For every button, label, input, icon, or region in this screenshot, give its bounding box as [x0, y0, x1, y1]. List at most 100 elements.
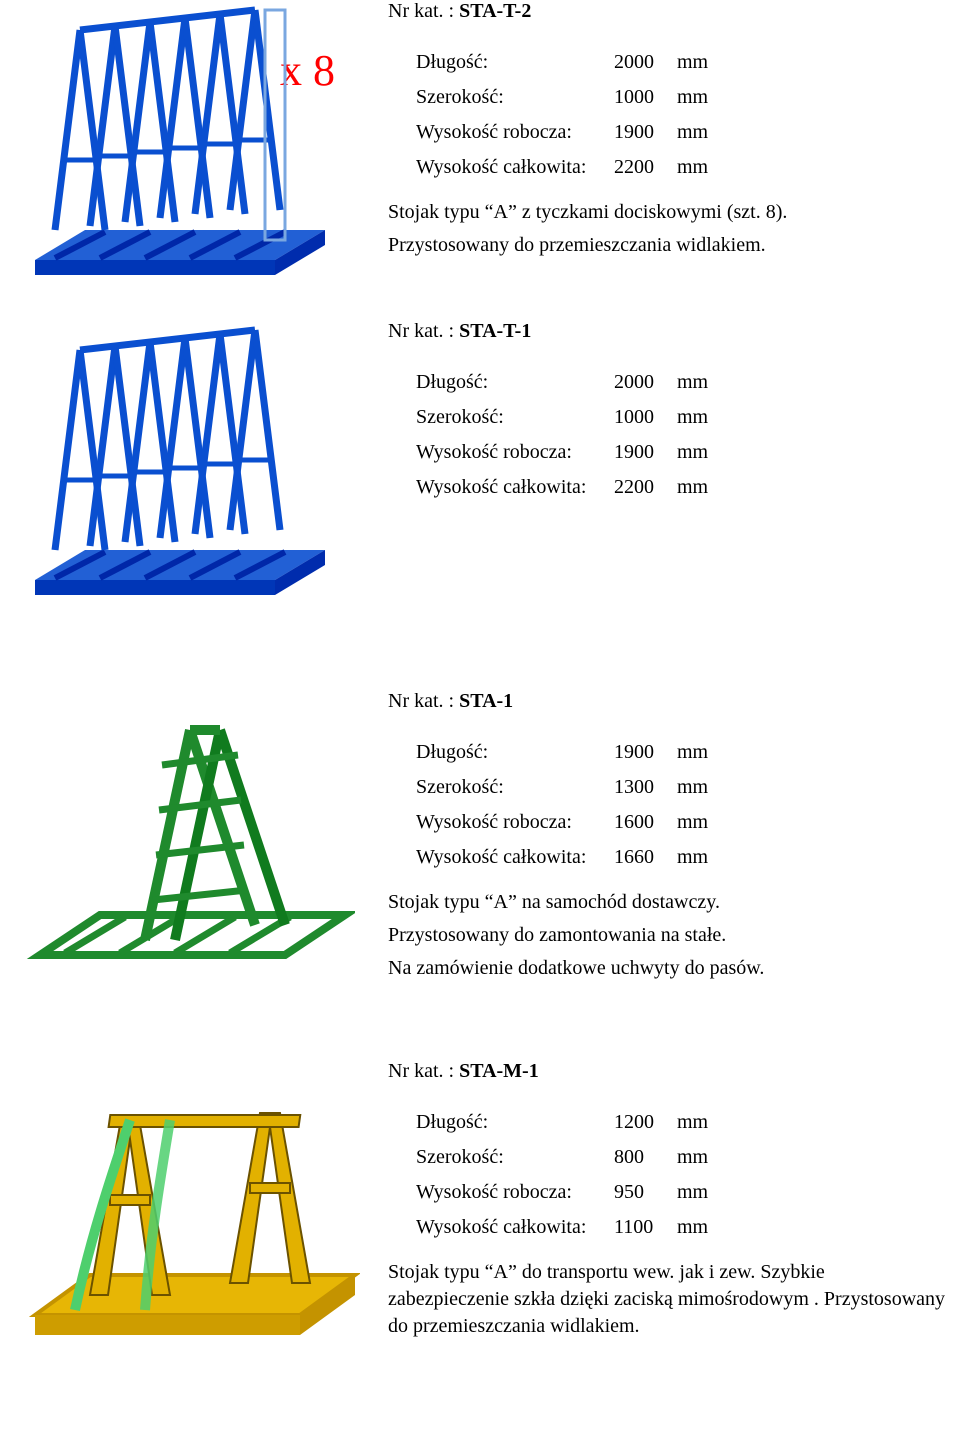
- product-description: Stojak typu “A” na samochód dostawczy. Pr…: [388, 889, 950, 982]
- spec-label: Szerokość:: [416, 80, 614, 115]
- spec-value: 1660: [614, 840, 677, 875]
- spec-label: Długość:: [416, 1105, 614, 1140]
- spec-value: 2200: [614, 150, 677, 185]
- spec-label: Wysokość całkowita:: [416, 840, 614, 875]
- specs-table: Długość: 2000 mm Szerokość: 1000 mm Wyso…: [416, 45, 725, 185]
- spec-unit: mm: [677, 150, 725, 185]
- spec-value: 2200: [614, 470, 677, 505]
- specs-table: Długość: 2000 mm Szerokość: 1000 mm Wyso…: [416, 365, 725, 505]
- spec-row: Długość: 2000 mm: [416, 365, 725, 400]
- spec-value: 1200: [614, 1105, 677, 1140]
- catalog-number: Nr kat. : STA-M-1: [388, 1060, 950, 1083]
- spec-row: Długość: 1200 mm: [416, 1105, 725, 1140]
- product-text: Nr kat. : STA-M-1 Długość: 1200 mm Szero…: [380, 1060, 960, 1346]
- spec-label: Szerokość:: [416, 1140, 614, 1175]
- spec-row: Długość: 2000 mm: [416, 45, 725, 80]
- product-image: x 8: [0, 0, 380, 300]
- spec-label: Wysokość całkowita:: [416, 470, 614, 505]
- catalog-number: Nr kat. : STA-T-2: [388, 0, 950, 23]
- spec-label: Szerokość:: [416, 400, 614, 435]
- spec-value: 1900: [614, 735, 677, 770]
- description-line: Przystosowany do zamontowania na stałe.: [388, 922, 950, 949]
- spec-row: Szerokość: 1000 mm: [416, 80, 725, 115]
- cat-code: STA-T-2: [459, 0, 531, 22]
- cat-prefix: Nr kat. :: [388, 690, 459, 712]
- spec-value: 1900: [614, 435, 677, 470]
- spec-row: Wysokość całkowita: 2200 mm: [416, 470, 725, 505]
- spec-label: Długość:: [416, 45, 614, 80]
- spec-value: 2000: [614, 45, 677, 80]
- description-line: Stojak typu “A” z tyczkami dociskowymi (…: [388, 199, 950, 226]
- product-text: Nr kat. : STA-1 Długość: 1900 mm Szeroko…: [380, 690, 960, 988]
- spec-label: Wysokość robocza:: [416, 115, 614, 150]
- product-description: Stojak typu “A” z tyczkami dociskowymi (…: [388, 199, 950, 259]
- spec-value: 1000: [614, 400, 677, 435]
- spec-value: 1100: [614, 1210, 677, 1245]
- spec-row: Wysokość całkowita: 1660 mm: [416, 840, 725, 875]
- cat-prefix: Nr kat. :: [388, 1060, 459, 1082]
- cat-prefix: Nr kat. :: [388, 320, 459, 342]
- spec-unit: mm: [677, 45, 725, 80]
- spec-label: Długość:: [416, 365, 614, 400]
- product-row: Nr kat. : STA-T-1 Długość: 2000 mm Szero…: [0, 320, 960, 690]
- spec-unit: mm: [677, 365, 725, 400]
- spec-unit: mm: [677, 115, 725, 150]
- spec-row: Wysokość całkowita: 1100 mm: [416, 1210, 725, 1245]
- spec-unit: mm: [677, 1140, 725, 1175]
- spec-unit: mm: [677, 80, 725, 115]
- description-line: Na zamówienie dodatkowe uchwyty do pasów…: [388, 955, 950, 982]
- specs-table: Długość: 1200 mm Szerokość: 800 mm Wysok…: [416, 1105, 725, 1245]
- spec-row: Wysokość robocza: 1600 mm: [416, 805, 725, 840]
- spec-row: Szerokość: 1000 mm: [416, 400, 725, 435]
- spec-label: Wysokość całkowita:: [416, 150, 614, 185]
- spec-label: Wysokość robocza:: [416, 435, 614, 470]
- spec-row: Wysokość całkowita: 2200 mm: [416, 150, 725, 185]
- spec-label: Wysokość robocza:: [416, 1175, 614, 1210]
- spec-row: Wysokość robocza: 950 mm: [416, 1175, 725, 1210]
- product-image: [0, 690, 380, 990]
- cat-code: STA-T-1: [459, 320, 531, 342]
- spec-value: 2000: [614, 365, 677, 400]
- spec-label: Długość:: [416, 735, 614, 770]
- spec-unit: mm: [677, 735, 725, 770]
- description-line: Przystosowany do przemieszczania widlaki…: [388, 232, 950, 259]
- cat-code: STA-M-1: [459, 1060, 539, 1082]
- spec-label: Wysokość robocza:: [416, 805, 614, 840]
- spec-value: 1600: [614, 805, 677, 840]
- spec-unit: mm: [677, 1105, 725, 1140]
- spec-value: 950: [614, 1175, 677, 1210]
- product-image: [0, 1060, 380, 1360]
- product-image: [0, 320, 380, 620]
- spec-value: 1000: [614, 80, 677, 115]
- spec-unit: mm: [677, 1175, 725, 1210]
- spec-unit: mm: [677, 770, 725, 805]
- spec-unit: mm: [677, 805, 725, 840]
- spec-value: 1900: [614, 115, 677, 150]
- spec-value: 800: [614, 1140, 677, 1175]
- product-text: Nr kat. : STA-T-2 Długość: 2000 mm Szero…: [380, 0, 960, 265]
- product-row: x 8 Nr kat. : STA-T-2 Długość: 2000 mm S…: [0, 0, 960, 320]
- spec-value: 1300: [614, 770, 677, 805]
- spec-label: Wysokość całkowita:: [416, 1210, 614, 1245]
- spec-row: Szerokość: 800 mm: [416, 1140, 725, 1175]
- spec-row: Długość: 1900 mm: [416, 735, 725, 770]
- description-line: Stojak typu “A” na samochód dostawczy.: [388, 889, 950, 916]
- spec-unit: mm: [677, 1210, 725, 1245]
- product-row: Nr kat. : STA-M-1 Długość: 1200 mm Szero…: [0, 1060, 960, 1420]
- spec-row: Wysokość robocza: 1900 mm: [416, 115, 725, 150]
- spec-unit: mm: [677, 840, 725, 875]
- product-description: Stojak typu “A” do transportu wew. jak i…: [388, 1259, 950, 1340]
- cat-code: STA-1: [459, 690, 513, 712]
- spec-unit: mm: [677, 435, 725, 470]
- spec-row: Wysokość robocza: 1900 mm: [416, 435, 725, 470]
- product-text: Nr kat. : STA-T-1 Długość: 2000 mm Szero…: [380, 320, 960, 519]
- description-line: Stojak typu “A” do transportu wew. jak i…: [388, 1259, 950, 1340]
- product-row: Nr kat. : STA-1 Długość: 1900 mm Szeroko…: [0, 690, 960, 1060]
- spec-row: Szerokość: 1300 mm: [416, 770, 725, 805]
- catalog-number: Nr kat. : STA-1: [388, 690, 950, 713]
- spec-label: Szerokość:: [416, 770, 614, 805]
- catalog-number: Nr kat. : STA-T-1: [388, 320, 950, 343]
- spec-unit: mm: [677, 400, 725, 435]
- specs-table: Długość: 1900 mm Szerokość: 1300 mm Wyso…: [416, 735, 725, 875]
- svg-text:x 8: x 8: [280, 46, 335, 95]
